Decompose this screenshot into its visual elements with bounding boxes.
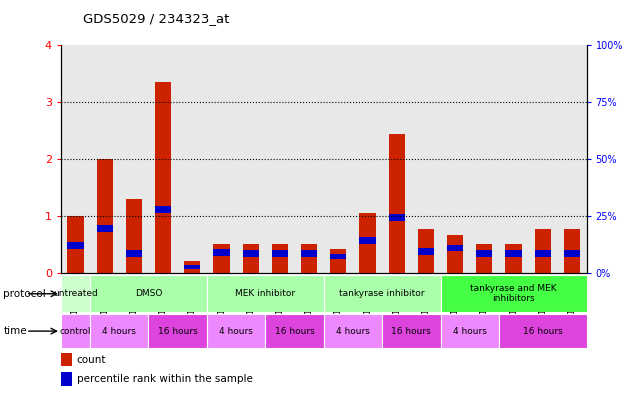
Bar — [499, 314, 587, 348]
Text: GDS5029 / 234323_at: GDS5029 / 234323_at — [83, 12, 229, 25]
Bar — [294, 45, 324, 273]
Bar — [470, 45, 499, 273]
Bar — [90, 314, 149, 348]
Bar — [184, 264, 201, 268]
Text: control: control — [60, 327, 91, 336]
Bar — [272, 250, 288, 257]
Bar — [149, 45, 178, 273]
Bar — [243, 250, 259, 257]
Bar — [236, 45, 265, 273]
Bar — [119, 45, 149, 273]
Bar — [324, 275, 440, 312]
Bar — [213, 244, 229, 273]
Text: count: count — [77, 354, 106, 365]
Bar — [440, 275, 587, 312]
Bar — [564, 229, 580, 273]
Bar — [61, 314, 90, 348]
Bar — [388, 134, 404, 273]
Text: MEK inhibitor: MEK inhibitor — [235, 289, 296, 298]
Bar — [61, 275, 90, 312]
Bar — [67, 216, 83, 273]
Bar — [535, 229, 551, 273]
Bar — [90, 275, 207, 312]
Bar — [213, 249, 229, 256]
Bar — [324, 45, 353, 273]
Bar — [97, 225, 113, 232]
Text: 16 hours: 16 hours — [523, 327, 563, 336]
Bar — [528, 45, 557, 273]
Bar — [330, 254, 346, 259]
Bar — [324, 314, 382, 348]
Bar — [418, 248, 434, 255]
Text: 4 hours: 4 hours — [336, 327, 370, 336]
Bar — [360, 213, 376, 273]
Bar — [149, 314, 207, 348]
Bar — [506, 250, 522, 257]
Bar — [67, 242, 83, 249]
Bar — [506, 244, 522, 273]
Bar — [155, 82, 171, 273]
Bar — [330, 249, 346, 273]
Bar — [61, 45, 90, 273]
Bar — [360, 237, 376, 244]
Bar — [412, 45, 440, 273]
Text: 16 hours: 16 hours — [392, 327, 431, 336]
Bar — [265, 314, 324, 348]
Bar — [243, 244, 259, 273]
Bar — [97, 159, 113, 273]
Bar — [207, 275, 324, 312]
Bar — [388, 214, 404, 221]
Bar — [440, 45, 470, 273]
Bar — [126, 250, 142, 257]
Bar — [301, 250, 317, 257]
Bar — [301, 244, 317, 273]
Text: DMSO: DMSO — [135, 289, 162, 298]
Bar — [353, 45, 382, 273]
Bar — [440, 314, 499, 348]
Bar — [126, 199, 142, 273]
Bar — [207, 314, 265, 348]
Text: percentile rank within the sample: percentile rank within the sample — [77, 374, 253, 384]
Bar — [265, 45, 294, 273]
Text: 4 hours: 4 hours — [453, 327, 487, 336]
Text: untreated: untreated — [53, 289, 98, 298]
Text: 4 hours: 4 hours — [103, 327, 137, 336]
Bar — [155, 206, 171, 213]
Bar — [90, 45, 119, 273]
Text: 16 hours: 16 hours — [274, 327, 314, 336]
Text: time: time — [3, 326, 27, 336]
Bar — [178, 45, 207, 273]
Bar — [535, 250, 551, 257]
Text: 4 hours: 4 hours — [219, 327, 253, 336]
Bar — [61, 372, 72, 386]
Bar — [382, 314, 440, 348]
Bar — [418, 229, 434, 273]
Text: 16 hours: 16 hours — [158, 327, 197, 336]
Bar — [564, 250, 580, 257]
Bar — [557, 45, 587, 273]
Text: tankyrase inhibitor: tankyrase inhibitor — [339, 289, 425, 298]
Bar — [184, 261, 201, 273]
Bar — [207, 45, 236, 273]
Text: protocol: protocol — [3, 289, 46, 299]
Bar — [476, 250, 492, 257]
Bar — [447, 235, 463, 273]
Text: tankyrase and MEK
inhibitors: tankyrase and MEK inhibitors — [470, 284, 557, 303]
Bar — [61, 353, 72, 366]
Bar — [272, 244, 288, 273]
Bar — [499, 45, 528, 273]
Bar — [447, 244, 463, 252]
Bar — [382, 45, 412, 273]
Bar — [476, 244, 492, 273]
